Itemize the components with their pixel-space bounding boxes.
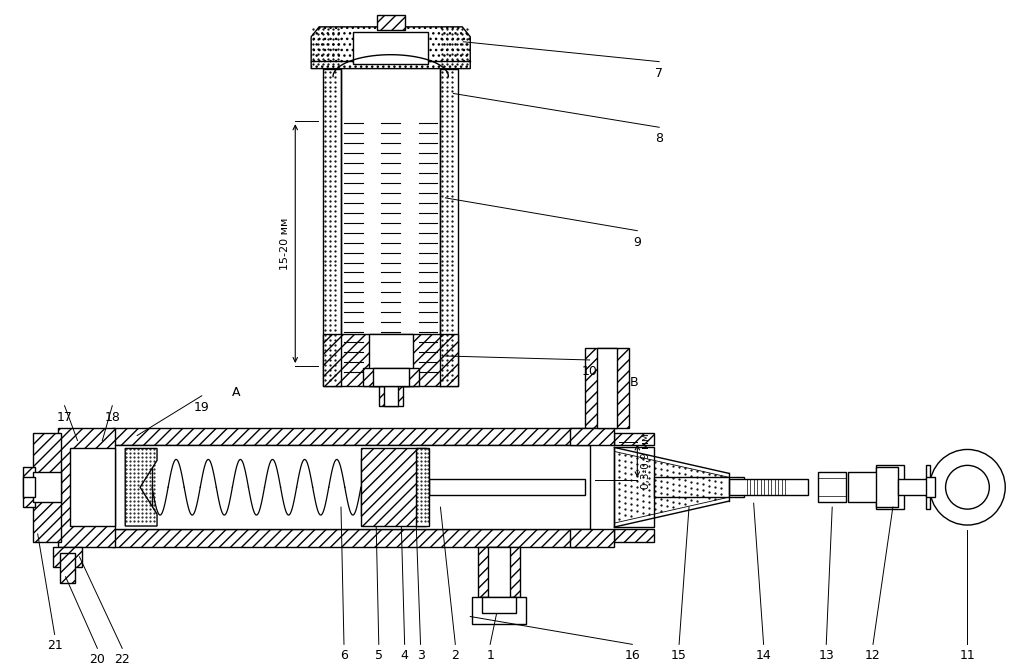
- Bar: [415, 448, 430, 526]
- Text: 12: 12: [865, 650, 881, 662]
- Bar: [848, 472, 878, 502]
- Bar: [729, 479, 809, 495]
- Bar: [585, 348, 629, 427]
- Bar: [113, 427, 590, 446]
- Bar: [482, 597, 516, 613]
- Text: 10: 10: [582, 365, 597, 378]
- Bar: [615, 448, 654, 527]
- Circle shape: [945, 466, 990, 509]
- Text: B: B: [630, 377, 638, 389]
- Bar: [876, 468, 898, 507]
- Bar: [377, 15, 405, 30]
- Bar: [361, 448, 426, 526]
- Bar: [569, 427, 615, 446]
- Text: A: A: [232, 386, 241, 399]
- Bar: [596, 348, 618, 427]
- Bar: [58, 427, 116, 547]
- Text: 18: 18: [104, 411, 120, 423]
- Bar: [53, 547, 83, 567]
- Text: 0,3-0,9 мм: 0,3-0,9 мм: [641, 433, 651, 489]
- Bar: [379, 386, 403, 405]
- Text: 16: 16: [625, 650, 640, 662]
- Bar: [69, 448, 116, 526]
- Text: 4: 4: [401, 650, 409, 662]
- Bar: [323, 69, 341, 386]
- Bar: [323, 334, 459, 386]
- Bar: [926, 477, 935, 497]
- Text: 2: 2: [451, 650, 460, 662]
- Bar: [23, 468, 35, 507]
- Text: 3: 3: [416, 650, 425, 662]
- Bar: [615, 529, 654, 542]
- Text: 6: 6: [340, 650, 348, 662]
- Text: 14: 14: [756, 650, 772, 662]
- Text: 19: 19: [194, 401, 210, 413]
- Bar: [369, 334, 412, 386]
- Bar: [876, 466, 904, 509]
- Text: 22: 22: [115, 654, 130, 666]
- Bar: [353, 32, 429, 64]
- Bar: [33, 433, 61, 542]
- Text: 20: 20: [90, 654, 105, 666]
- Text: 9: 9: [633, 235, 641, 249]
- Bar: [926, 466, 930, 509]
- Bar: [478, 547, 520, 597]
- Circle shape: [930, 450, 1005, 525]
- Bar: [440, 69, 459, 386]
- Bar: [430, 479, 585, 495]
- Text: 5: 5: [375, 650, 383, 662]
- Text: 15: 15: [671, 650, 687, 662]
- Bar: [373, 368, 409, 386]
- Bar: [615, 433, 654, 446]
- Bar: [60, 553, 75, 583]
- Text: 8: 8: [655, 132, 663, 145]
- Text: 17: 17: [57, 411, 72, 423]
- Text: 11: 11: [960, 650, 975, 662]
- Bar: [23, 477, 35, 497]
- Bar: [33, 472, 61, 502]
- Bar: [818, 472, 846, 502]
- Polygon shape: [311, 27, 470, 69]
- Bar: [113, 529, 590, 547]
- Text: 15-20 мм: 15-20 мм: [280, 217, 290, 270]
- Text: 13: 13: [818, 650, 834, 662]
- Text: 1: 1: [487, 650, 494, 662]
- Bar: [898, 479, 928, 495]
- Polygon shape: [125, 448, 157, 526]
- Text: 21: 21: [46, 640, 62, 652]
- Bar: [489, 547, 510, 597]
- Bar: [569, 529, 615, 547]
- Text: 7: 7: [655, 67, 663, 80]
- Bar: [472, 597, 526, 624]
- Bar: [654, 477, 744, 497]
- Bar: [383, 386, 398, 405]
- Bar: [113, 446, 590, 529]
- Bar: [363, 368, 418, 386]
